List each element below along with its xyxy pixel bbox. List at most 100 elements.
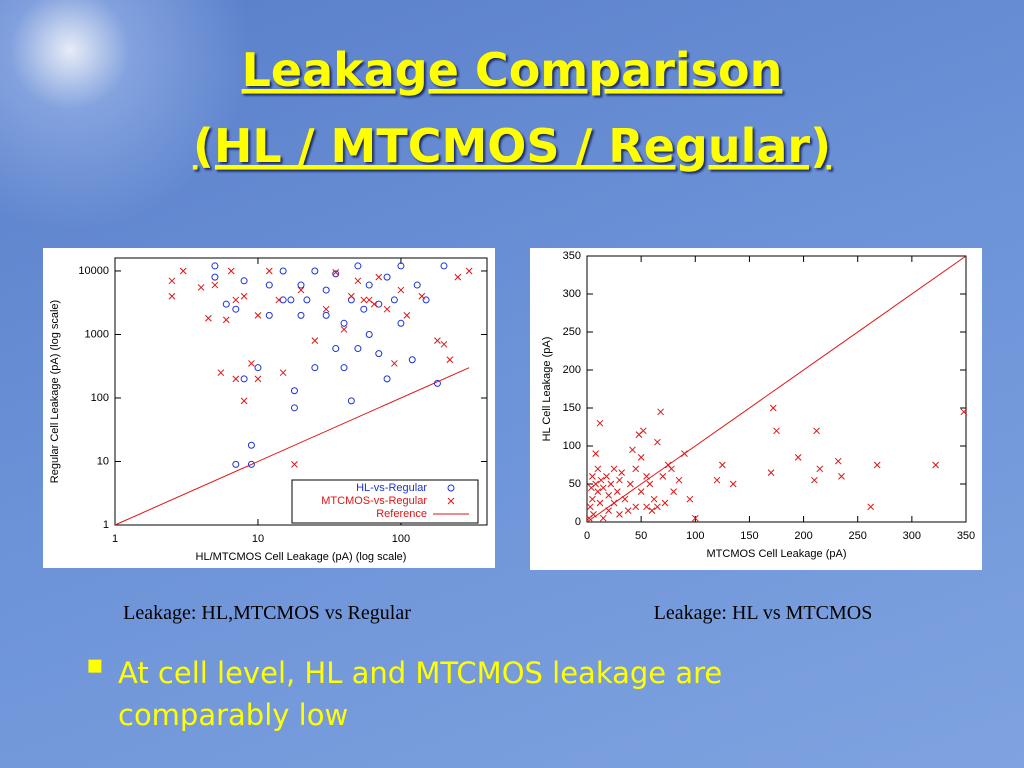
y-tick-label: 50 bbox=[569, 478, 581, 490]
data-point bbox=[418, 292, 426, 300]
y-tick-label: 100 bbox=[91, 392, 109, 404]
data-point bbox=[834, 457, 842, 465]
data-point bbox=[360, 296, 368, 304]
data-point bbox=[347, 397, 355, 405]
data-point bbox=[383, 273, 391, 281]
x-tick-label: 1 bbox=[112, 533, 118, 545]
data-point bbox=[222, 316, 230, 324]
data-point bbox=[397, 262, 405, 270]
data-point bbox=[247, 460, 255, 468]
data-point bbox=[265, 267, 273, 275]
y-tick-label: 250 bbox=[563, 326, 581, 338]
data-point bbox=[168, 292, 176, 300]
data-point bbox=[232, 460, 240, 468]
data-point bbox=[232, 296, 240, 304]
y-axis-label: HL Cell Leakage (pA) bbox=[541, 337, 553, 442]
data-point bbox=[654, 438, 661, 446]
y-tick-label: 100 bbox=[563, 440, 581, 452]
data-point bbox=[403, 312, 411, 319]
data-point bbox=[391, 360, 398, 367]
data-point bbox=[670, 488, 677, 495]
data-point bbox=[265, 311, 273, 319]
data-point bbox=[354, 345, 362, 353]
data-point bbox=[279, 369, 287, 377]
data-point bbox=[932, 461, 940, 469]
data-point bbox=[311, 337, 319, 344]
data-point bbox=[297, 286, 305, 294]
data-point bbox=[440, 262, 448, 270]
legend-swatch bbox=[447, 484, 455, 492]
data-point bbox=[240, 277, 248, 285]
data-point bbox=[370, 300, 378, 308]
data-point bbox=[767, 469, 775, 476]
data-point bbox=[624, 507, 632, 514]
data-point bbox=[813, 427, 820, 435]
x-tick-label: 10 bbox=[252, 533, 264, 545]
data-point bbox=[290, 387, 298, 395]
data-point bbox=[383, 305, 391, 313]
data-point bbox=[646, 480, 654, 488]
data-point bbox=[873, 461, 881, 469]
data-point bbox=[365, 281, 373, 289]
data-point bbox=[446, 356, 454, 364]
data-point bbox=[168, 277, 176, 285]
data-point bbox=[589, 495, 596, 503]
data-point bbox=[360, 305, 368, 313]
data-point bbox=[811, 476, 818, 484]
data-point bbox=[247, 441, 255, 449]
data-point bbox=[960, 408, 968, 416]
x-tick-label: 50 bbox=[635, 530, 647, 542]
data-point bbox=[408, 356, 416, 364]
data-point bbox=[365, 330, 373, 338]
legend-box bbox=[291, 479, 479, 524]
data-point bbox=[232, 305, 240, 313]
y-tick-label: 350 bbox=[563, 250, 581, 262]
data-point bbox=[605, 492, 613, 499]
data-point bbox=[440, 340, 448, 348]
data-point bbox=[232, 375, 240, 383]
legend-label: MTCMOS-vs-Regular bbox=[321, 495, 427, 507]
y-tick-label: 10 bbox=[97, 455, 109, 467]
plot-frame bbox=[586, 255, 967, 523]
data-point bbox=[657, 408, 664, 416]
data-point bbox=[254, 312, 262, 319]
x-axis-label: HL/MTCMOS Cell Leakage (pA) (log scale) bbox=[196, 551, 407, 563]
data-point bbox=[375, 273, 383, 281]
data-point bbox=[279, 267, 287, 275]
data-point bbox=[240, 375, 248, 383]
x-tick-label: 250 bbox=[849, 530, 867, 542]
data-point bbox=[454, 273, 462, 281]
data-point bbox=[322, 305, 330, 313]
data-point bbox=[592, 480, 600, 488]
data-point bbox=[773, 427, 780, 435]
data-point bbox=[322, 311, 330, 319]
data-point bbox=[596, 499, 604, 507]
data-point bbox=[594, 488, 602, 495]
data-point bbox=[340, 364, 348, 372]
data-point bbox=[654, 503, 661, 511]
data-point bbox=[607, 480, 615, 488]
data-point bbox=[465, 267, 473, 275]
chart-caption: Leakage: HL vs MTCMOS bbox=[654, 602, 873, 624]
data-point bbox=[211, 273, 219, 281]
bullet-marker: ▪ bbox=[86, 650, 104, 680]
data-point bbox=[297, 311, 305, 319]
data-point bbox=[287, 296, 295, 304]
data-point bbox=[291, 461, 298, 468]
reference-line bbox=[586, 255, 967, 523]
legend-label: HL-vs-Regular bbox=[356, 482, 427, 494]
data-point bbox=[632, 503, 640, 511]
title-line: (HL / MTCMOS / Regular) bbox=[193, 119, 831, 173]
data-point bbox=[211, 281, 219, 289]
x-tick-label: 100 bbox=[392, 533, 410, 545]
reference-line bbox=[114, 367, 470, 526]
y-tick-label: 10000 bbox=[78, 265, 109, 277]
data-point bbox=[240, 397, 248, 405]
data-point bbox=[637, 454, 645, 461]
data-point bbox=[729, 480, 737, 488]
x-tick-label: 350 bbox=[957, 530, 975, 542]
data-point bbox=[599, 484, 607, 492]
data-point bbox=[365, 296, 373, 304]
data-point bbox=[639, 427, 647, 435]
